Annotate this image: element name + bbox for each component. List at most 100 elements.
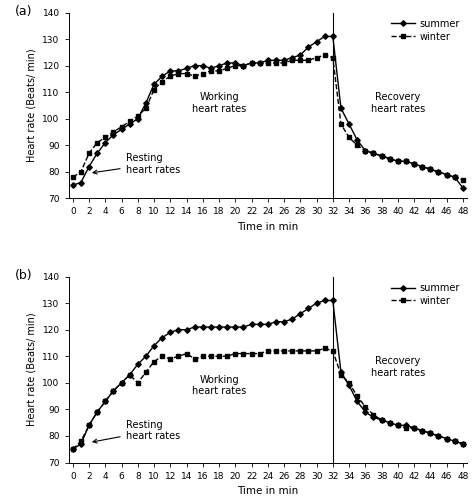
winter bbox=[86, 150, 92, 156]
winter bbox=[387, 156, 392, 162]
summer bbox=[338, 105, 344, 111]
summer bbox=[273, 58, 279, 64]
winter bbox=[200, 70, 206, 76]
winter bbox=[143, 369, 149, 375]
summer bbox=[306, 44, 311, 50]
summer bbox=[322, 298, 328, 304]
winter bbox=[127, 372, 133, 378]
summer bbox=[143, 100, 149, 106]
winter bbox=[86, 422, 92, 428]
summer bbox=[143, 353, 149, 359]
winter bbox=[110, 388, 116, 394]
winter bbox=[265, 348, 271, 354]
winter bbox=[355, 142, 360, 148]
winter bbox=[330, 54, 336, 60]
summer bbox=[395, 158, 401, 164]
winter bbox=[94, 409, 100, 415]
winter bbox=[135, 113, 141, 119]
summer bbox=[379, 153, 384, 159]
summer bbox=[94, 409, 100, 415]
Y-axis label: Heart rate (Beats/ min): Heart rate (Beats/ min) bbox=[27, 48, 37, 162]
winter bbox=[175, 353, 181, 359]
winter bbox=[273, 348, 279, 354]
winter bbox=[395, 158, 401, 164]
summer bbox=[110, 132, 116, 138]
winter bbox=[363, 148, 368, 154]
winter bbox=[159, 78, 165, 84]
summer bbox=[118, 126, 124, 132]
winter bbox=[281, 348, 287, 354]
summer bbox=[135, 116, 141, 122]
winter bbox=[78, 438, 84, 444]
summer bbox=[460, 441, 465, 447]
winter bbox=[257, 350, 263, 356]
summer bbox=[192, 62, 198, 68]
Line: winter: winter bbox=[71, 346, 465, 451]
summer bbox=[224, 60, 230, 66]
summer bbox=[241, 324, 246, 330]
summer bbox=[151, 342, 157, 348]
summer bbox=[159, 334, 165, 340]
winter bbox=[363, 404, 368, 409]
summer bbox=[314, 300, 319, 306]
summer bbox=[411, 161, 417, 167]
winter bbox=[216, 68, 222, 74]
winter bbox=[102, 398, 108, 404]
winter bbox=[346, 380, 352, 386]
winter bbox=[379, 417, 384, 423]
winter bbox=[452, 438, 457, 444]
summer bbox=[159, 74, 165, 80]
winter bbox=[289, 58, 295, 64]
summer bbox=[346, 382, 352, 388]
Text: (a): (a) bbox=[15, 5, 33, 18]
winter bbox=[298, 58, 303, 64]
summer bbox=[314, 38, 319, 44]
summer bbox=[436, 169, 441, 175]
winter bbox=[387, 420, 392, 426]
summer bbox=[257, 60, 263, 66]
winter bbox=[460, 177, 465, 183]
winter bbox=[428, 430, 433, 436]
summer bbox=[232, 60, 238, 66]
summer bbox=[444, 172, 449, 177]
Legend: summer, winter: summer, winter bbox=[389, 282, 462, 308]
winter bbox=[403, 425, 409, 431]
summer bbox=[355, 398, 360, 404]
summer bbox=[265, 58, 271, 64]
winter bbox=[273, 60, 279, 66]
summer bbox=[200, 324, 206, 330]
summer bbox=[403, 422, 409, 428]
winter bbox=[338, 121, 344, 127]
winter bbox=[167, 356, 173, 362]
summer bbox=[338, 369, 344, 375]
winter bbox=[411, 161, 417, 167]
winter bbox=[346, 134, 352, 140]
winter bbox=[322, 346, 328, 352]
summer bbox=[371, 150, 376, 156]
summer bbox=[102, 398, 108, 404]
Line: summer: summer bbox=[71, 298, 465, 451]
summer bbox=[428, 166, 433, 172]
winter bbox=[257, 60, 263, 66]
summer bbox=[241, 62, 246, 68]
winter bbox=[460, 441, 465, 447]
summer bbox=[135, 361, 141, 367]
winter bbox=[403, 158, 409, 164]
summer bbox=[419, 164, 425, 170]
summer bbox=[110, 388, 116, 394]
Text: Recovery
heart rates: Recovery heart rates bbox=[371, 92, 425, 114]
summer bbox=[281, 318, 287, 324]
winter bbox=[371, 150, 376, 156]
summer bbox=[363, 148, 368, 154]
summer bbox=[78, 441, 84, 447]
summer bbox=[387, 420, 392, 426]
summer bbox=[265, 322, 271, 328]
winter bbox=[192, 356, 198, 362]
Text: Resting
heart rates: Resting heart rates bbox=[93, 420, 180, 443]
winter bbox=[143, 105, 149, 111]
winter bbox=[379, 153, 384, 159]
summer bbox=[216, 324, 222, 330]
winter bbox=[159, 353, 165, 359]
summer bbox=[322, 34, 328, 40]
summer bbox=[249, 60, 255, 66]
